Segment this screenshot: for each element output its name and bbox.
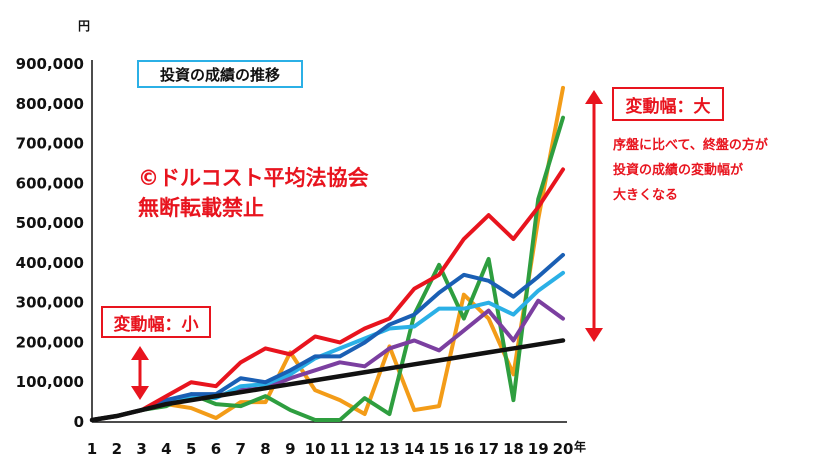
x-axis-unit: 年 [574, 439, 586, 454]
note-line-1: 序盤に比べて、終盤の方が [613, 138, 768, 153]
x-tick-label: 8 [260, 440, 270, 458]
x-tick-label: 15 [429, 440, 450, 458]
x-tick-label: 18 [503, 440, 524, 458]
series-layer [89, 85, 566, 423]
arrow-small [131, 346, 149, 400]
label-fluctuation-small: 変動幅：小 [101, 306, 211, 338]
x-tick-label: 17 [478, 440, 499, 458]
x-tick-label: 9 [285, 440, 295, 458]
x-tick-label: 20 [553, 440, 574, 458]
x-tick-label: 4 [161, 440, 171, 458]
chart-title: 投資の成績の推移 [137, 60, 303, 88]
arrow-large-head-bottom [585, 328, 603, 342]
x-tick-label: 14 [404, 440, 425, 458]
watermark-line-2: 無断転載禁止 [138, 196, 264, 220]
note-line-2: 投資の成績の変動幅が [613, 163, 744, 178]
x-tick-label: 10 [305, 440, 326, 458]
y-tick-label: 0 [74, 413, 84, 431]
copyright-watermark: ©ドルコスト平均法協会 無断転載禁止 [138, 163, 369, 223]
annotation-note: 序盤に比べて、終盤の方が 投資の成績の変動幅が 大きくなる [613, 133, 768, 208]
x-tick-label: 11 [329, 440, 350, 458]
note-line-3: 大きくなる [613, 188, 679, 203]
y-tick-label: 900,000 [16, 55, 84, 73]
y-tick-label: 100,000 [16, 373, 84, 391]
series-line-1 [90, 167, 565, 423]
x-tick-label: 5 [186, 440, 196, 458]
series-line-5 [90, 85, 565, 423]
arrow-small-head-top [131, 346, 149, 360]
series-line-0 [89, 338, 566, 423]
x-tick-label: 1 [87, 440, 97, 458]
arrow-large [585, 90, 603, 342]
y-tick-label: 700,000 [16, 135, 84, 153]
x-tick-label: 3 [136, 440, 146, 458]
y-tick-label: 200,000 [16, 333, 84, 351]
x-tick-label: 16 [453, 440, 474, 458]
x-tick-label: 2 [112, 440, 122, 458]
watermark-line-1: ©ドルコスト平均法協会 [138, 166, 369, 190]
label-fluctuation-large: 変動幅：大 [612, 87, 724, 121]
y-tick-label: 600,000 [16, 174, 84, 192]
y-tick-label: 400,000 [16, 254, 84, 272]
arrow-layer [131, 90, 603, 400]
x-tick-label: 12 [354, 440, 375, 458]
arrow-small-head-bottom [131, 386, 149, 400]
x-tick-label: 19 [528, 440, 549, 458]
y-axis-unit: 円 [78, 19, 90, 33]
y-tick-label: 500,000 [16, 214, 84, 232]
series-line-2 [90, 252, 565, 423]
x-tick-label: 13 [379, 440, 400, 458]
arrow-large-head-top [585, 90, 603, 104]
chart-axes: 円 0 100,000 200,000 300,000 400,000 500,000 600… [16, 19, 586, 458]
x-tick-label: 7 [236, 440, 246, 458]
x-tick-label: 6 [211, 440, 221, 458]
y-tick-label: 300,000 [16, 294, 84, 312]
y-tick-label: 800,000 [16, 95, 84, 113]
